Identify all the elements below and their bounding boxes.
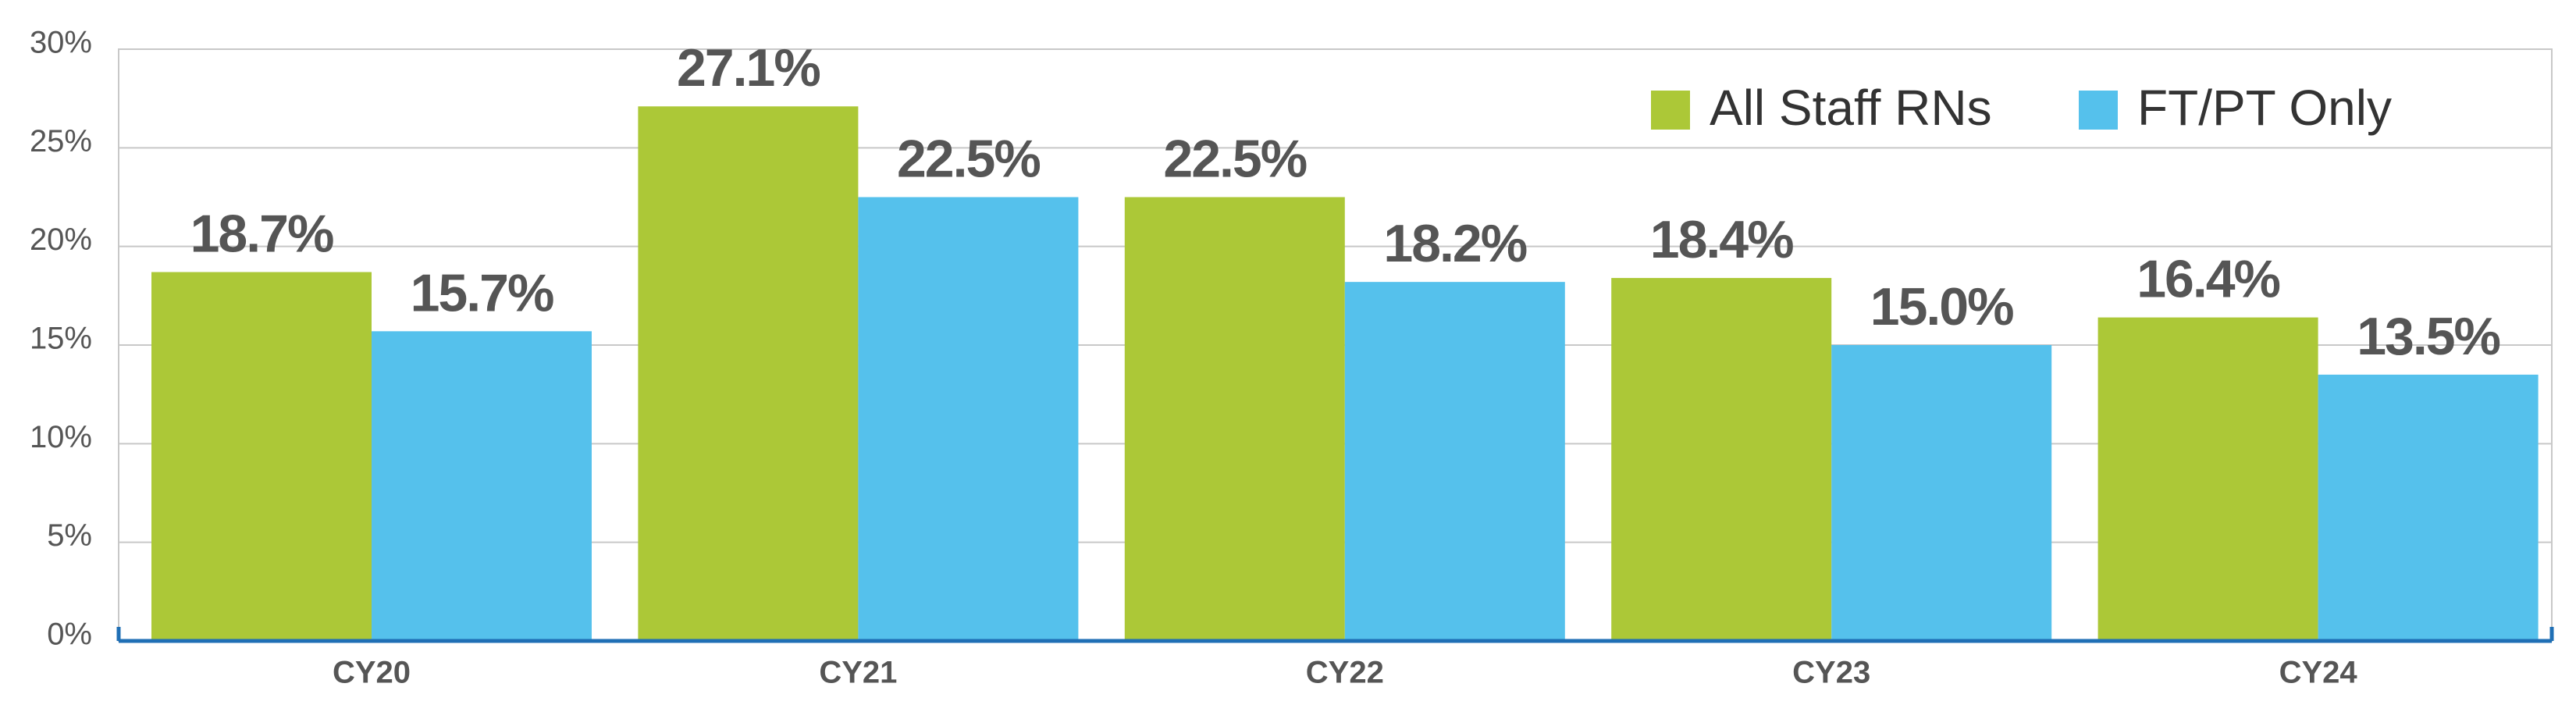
value-label: 16.4% [2137,250,2279,309]
value-label: 18.2% [1383,214,1526,273]
x-tick-label: CY21 [819,656,897,690]
bar [858,197,1079,641]
x-tick-label: CY24 [2279,656,2358,690]
bar [2318,374,2539,641]
bar [372,331,592,641]
value-label: 27.1% [677,38,820,98]
y-tick-label: 0% [47,618,92,652]
value-label: 18.7% [190,204,333,263]
bar [1611,278,1832,641]
bar [638,106,859,642]
bar [1124,197,1345,641]
y-tick-label: 30% [30,26,92,60]
x-tick-label: CY22 [1306,656,1384,690]
legend-label: All Staff RNs [1710,80,1992,136]
value-label: 13.5% [2357,307,2500,366]
bar [2097,317,2318,641]
legend-swatch [1651,91,1690,130]
x-tick-label: CY20 [333,656,411,690]
value-label: 15.7% [411,263,553,322]
y-tick-label: 5% [47,518,92,553]
y-tick-label: 20% [30,222,92,257]
value-label: 22.5% [1163,129,1306,188]
value-label: 18.4% [1650,210,1793,269]
bar [1831,345,2052,641]
y-tick-label: 15% [30,322,92,356]
bar [151,272,372,641]
bar [1344,282,1565,641]
legend-label: FT/PT Only [2137,80,2392,136]
y-tick-label: 10% [30,420,92,454]
y-tick-label: 25% [30,124,92,158]
value-label: 22.5% [897,129,1040,188]
value-label: 15.0% [1870,277,2013,336]
x-tick-label: CY23 [1792,656,1870,690]
legend-swatch [2079,91,2118,130]
